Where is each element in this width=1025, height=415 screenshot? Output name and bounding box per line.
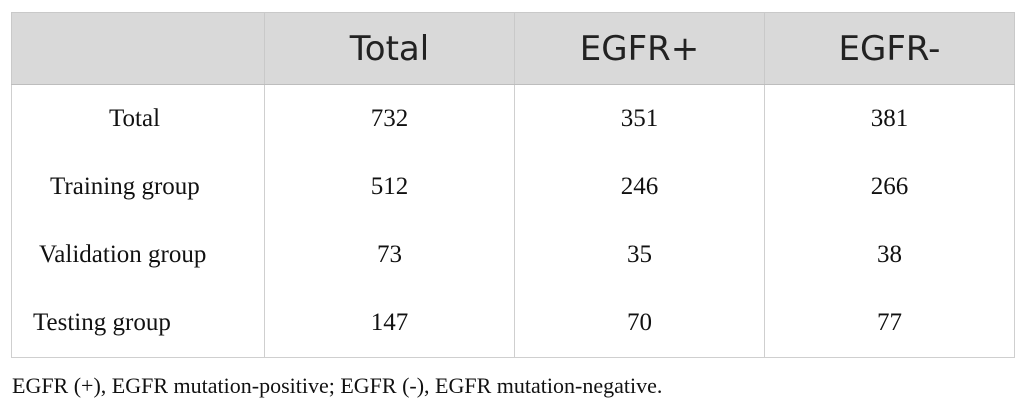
data-table: Total EGFR+ EGFR- Total 732 351 381 Trai… (11, 12, 1015, 358)
row-label: Training group (11, 153, 265, 221)
cell-total: 73 (264, 221, 515, 289)
cell-egfr-negative: 38 (764, 221, 1015, 289)
table-row: Validation group 73 35 38 (11, 221, 1015, 289)
cell-egfr-positive: 70 (514, 289, 765, 358)
header-cell-empty (11, 12, 265, 85)
cell-egfr-negative: 77 (764, 289, 1015, 358)
cell-egfr-positive: 35 (514, 221, 765, 289)
row-label: Testing group (11, 289, 265, 358)
table-row: Total 732 351 381 (11, 84, 1015, 153)
table-row: Testing group 147 70 77 (11, 289, 1015, 358)
cell-egfr-positive: 351 (514, 84, 765, 153)
header-cell-egfr-negative: EGFR- (764, 12, 1015, 85)
header-row: Total EGFR+ EGFR- (11, 12, 1015, 85)
cell-egfr-negative: 266 (764, 153, 1015, 221)
header-cell-egfr-positive: EGFR+ (514, 12, 765, 85)
header-cell-total: Total (264, 12, 515, 85)
row-label: Total (11, 84, 265, 153)
row-label: Validation group (11, 221, 265, 289)
table-row: Training group 512 246 266 (11, 153, 1015, 221)
table-footnote: EGFR (+), EGFR mutation-positive; EGFR (… (12, 373, 663, 398)
cell-total: 512 (264, 153, 515, 221)
cell-egfr-positive: 246 (514, 153, 765, 221)
cell-total: 147 (264, 289, 515, 358)
cell-egfr-negative: 381 (764, 84, 1015, 153)
cell-total: 732 (264, 84, 515, 153)
